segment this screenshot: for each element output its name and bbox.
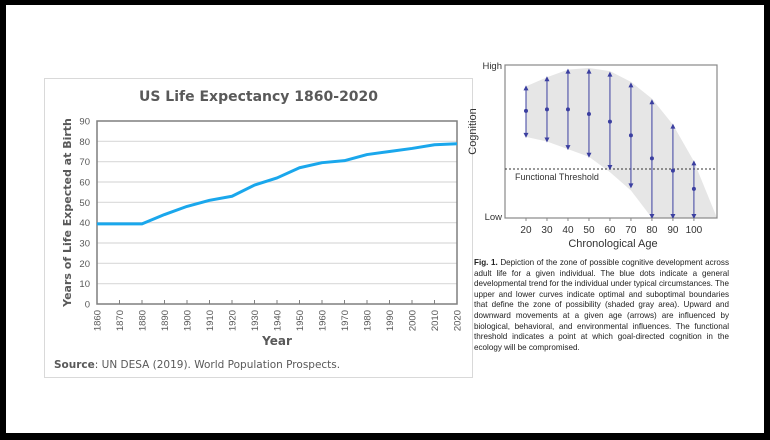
- x-tick-label: 1880: [138, 310, 149, 331]
- y-tick-label: 40: [79, 218, 90, 229]
- x-tick-label: 2000: [408, 310, 419, 331]
- x-tick-label: 1860: [93, 310, 104, 331]
- x-axis-title: Year: [261, 334, 292, 348]
- y-tick-label: 0: [85, 300, 90, 311]
- x-tick-label: 1990: [385, 310, 396, 331]
- cognition-zone-figure: Functional Threshold 20 30 40 50 60 70 80 90 100 H…: [467, 61, 718, 250]
- down-arrowhead: [628, 183, 634, 189]
- source-text: : UN DESA (2019). World Population Prosp…: [94, 359, 341, 371]
- figure-caption: Fig. 1. Depiction of the zone of possibl…: [474, 258, 729, 353]
- x-tick-label: 50: [583, 225, 595, 236]
- down-arrowhead: [607, 165, 613, 171]
- x-tick-label: 1980: [363, 310, 374, 331]
- x-tick-label: 90: [667, 225, 679, 236]
- zone-of-possibility: [525, 68, 717, 218]
- x-tick-label: 100: [686, 225, 703, 236]
- y-tick-label: 10: [79, 279, 90, 290]
- down-arrowhead: [670, 214, 676, 219]
- life-expectancy-plot: 0 10 20 30 40 50 60 70 80 90 1860 1870 1880 1890 1900 1…: [61, 117, 464, 349]
- x-tick-label: 1890: [160, 310, 171, 331]
- up-arrowhead: [649, 99, 655, 105]
- down-arrowhead: [544, 137, 550, 143]
- x-tick-label: 1900: [183, 310, 194, 331]
- series-line: [97, 142, 458, 226]
- x-tick-label: 2020: [453, 310, 464, 331]
- trend-dot: [670, 168, 675, 173]
- up-arrowhead: [586, 68, 592, 74]
- x-tick-label: 1970: [340, 310, 351, 331]
- source-note: Source: UN DESA (2019). World Population…: [54, 359, 340, 371]
- x-tick-label: 40: [562, 225, 574, 236]
- trend-dot: [544, 107, 549, 112]
- x-tick-label: 60: [604, 225, 616, 236]
- x-tick-label: 1910: [205, 310, 216, 331]
- x-tick-label: 70: [625, 225, 637, 236]
- up-arrowhead: [523, 85, 529, 91]
- plot-frame: [504, 64, 718, 219]
- y-tick-label-low: Low: [485, 212, 503, 223]
- x-tick-label: 1950: [295, 310, 306, 331]
- down-arrowhead: [649, 214, 655, 219]
- y-tick-label: 80: [79, 137, 90, 148]
- up-arrowhead: [544, 76, 550, 82]
- up-arrowhead: [628, 82, 634, 88]
- caption-text: Depiction of the zone of possible cognit…: [474, 258, 729, 352]
- trend-dot: [565, 107, 570, 112]
- y-axis-title: Cognition: [467, 108, 479, 154]
- up-arrowhead: [607, 71, 613, 77]
- up-arrowhead: [565, 68, 571, 74]
- y-tick-label: 60: [79, 178, 90, 189]
- y-tick-label: 70: [79, 157, 90, 168]
- y-tick-label: 30: [79, 239, 90, 250]
- threshold-label: Functional Threshold: [515, 172, 599, 182]
- trend-dot: [628, 133, 633, 138]
- chart-title: US Life Expectancy 1860-2020: [138, 89, 379, 105]
- down-arrowhead: [523, 132, 529, 138]
- x-tick-label: 30: [541, 225, 553, 236]
- life-expectancy-chart: US Life Expectancy 1860-2020 0 10 20 30 40 50…: [44, 78, 473, 378]
- y-tick-label-high: High: [482, 61, 502, 72]
- y-tick-label: 50: [79, 198, 90, 209]
- source-label: Source: [54, 359, 95, 371]
- down-arrowhead: [691, 214, 697, 219]
- down-arrowhead: [565, 145, 571, 151]
- up-arrowhead: [691, 160, 697, 166]
- x-tick-label: 20: [520, 225, 532, 236]
- x-tick-label: 80: [646, 225, 658, 236]
- y-axis-title: Years of Life Expected at Birth: [61, 118, 74, 308]
- page-canvas: US Life Expectancy 1860-2020 0 10 20 30 40 50…: [6, 5, 764, 433]
- trend-dot: [691, 186, 696, 191]
- x-tick-label: 2010: [430, 310, 441, 331]
- down-arrowhead: [586, 152, 592, 158]
- x-tick-label: 1870: [115, 310, 126, 331]
- x-tick-label: 1920: [228, 310, 239, 331]
- x-tick-label: 1930: [250, 310, 261, 331]
- x-tick-label: 1960: [318, 310, 329, 331]
- caption-label: Fig. 1.: [474, 258, 498, 267]
- y-tick-label: 90: [79, 117, 90, 128]
- up-arrowhead: [670, 123, 676, 129]
- trend-dot: [586, 111, 591, 116]
- trend-dot: [607, 119, 612, 124]
- x-axis-title: Chronological Age: [568, 238, 657, 250]
- x-tick-label: 1940: [273, 310, 284, 331]
- trend-dot: [649, 156, 654, 161]
- trend-dot: [523, 108, 528, 113]
- y-tick-label: 20: [79, 259, 90, 270]
